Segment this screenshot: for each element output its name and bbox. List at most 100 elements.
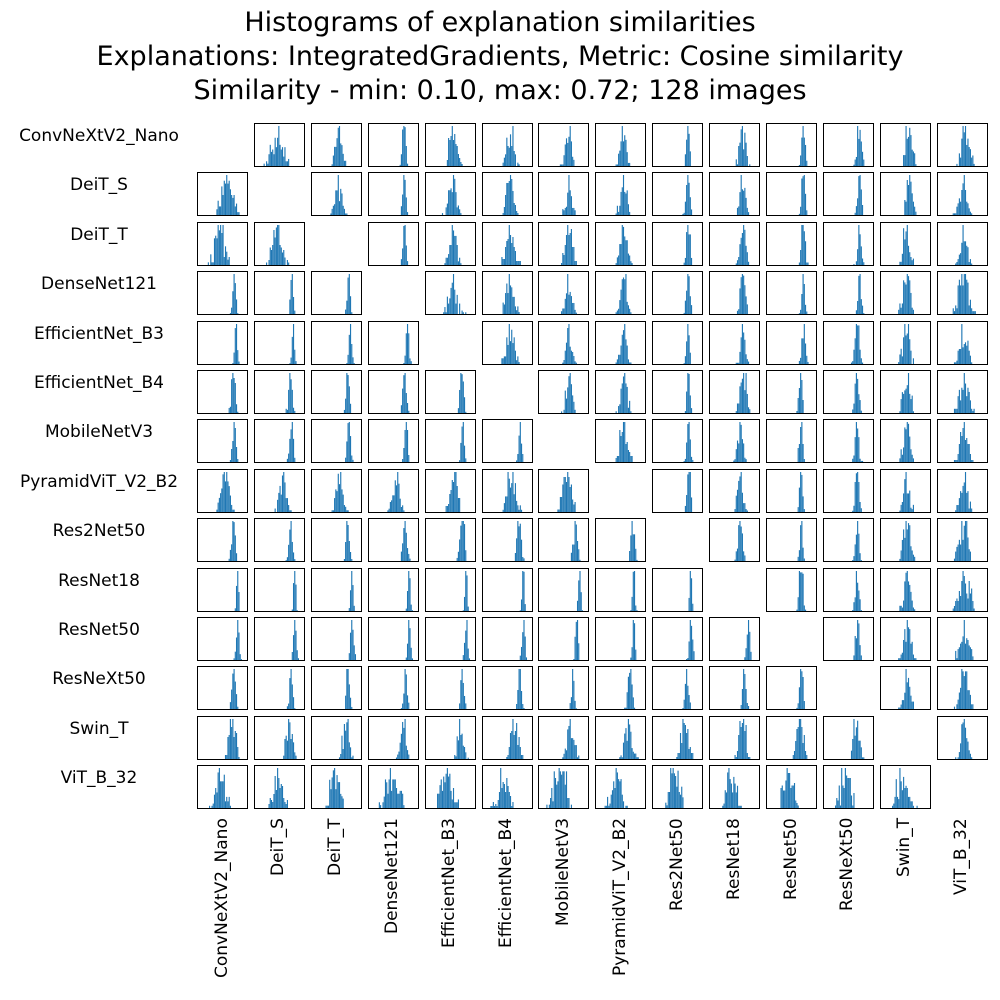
histogram-bar	[562, 771, 564, 809]
histogram-bar	[897, 361, 900, 364]
histogram-bars	[400, 224, 408, 265]
histogram-bar	[399, 498, 401, 512]
histogram-bars	[331, 471, 349, 512]
histogram-bar	[956, 598, 958, 611]
histogram-bar	[740, 175, 742, 216]
histogram-bar	[510, 329, 512, 364]
histogram-bar	[263, 163, 265, 166]
histogram-bar	[379, 805, 381, 809]
histogram-bar	[402, 225, 405, 265]
histogram-bar	[573, 739, 575, 759]
histogram-bar	[218, 206, 220, 216]
histogram-efficientnet-b3-vs-deit-s	[253, 320, 305, 365]
histogram-bar	[232, 373, 234, 413]
histogram-bar	[555, 778, 557, 809]
histogram-bar	[630, 657, 632, 660]
histogram-bar	[231, 307, 233, 315]
histogram-bar	[404, 669, 406, 710]
histogram-bar	[615, 362, 618, 364]
histogram-bar	[514, 730, 516, 759]
histogram-bar	[956, 504, 958, 512]
histogram-bar	[859, 400, 861, 413]
histogram-pyramidvit-v2-b2-vs-resnet18	[709, 468, 761, 513]
histogram-bar	[686, 494, 688, 512]
histogram-bar	[620, 779, 622, 809]
histogram-bar	[337, 473, 339, 512]
histogram-bar	[737, 403, 739, 413]
histogram-bar	[746, 251, 748, 265]
histogram-bar	[520, 646, 522, 660]
histogram-bar	[902, 336, 904, 364]
histogram-bar	[910, 350, 912, 364]
histogram-deit-s-vs-efficientnet-b4	[481, 172, 533, 217]
histogram-bar	[630, 669, 632, 710]
histogram-bars	[502, 274, 520, 315]
histogram-swin-t-vs-densenet121	[367, 715, 419, 760]
histogram-bars	[515, 669, 525, 710]
histogram-efficientnet-b4-vs-resnext50	[822, 370, 874, 414]
histogram-bar	[510, 179, 512, 216]
histogram-bar	[858, 394, 860, 413]
histogram-bars	[330, 175, 348, 216]
row-label-convnextv2-nano: ConvNeXtV2_Nano	[19, 126, 179, 146]
histogram-bar	[495, 806, 498, 809]
histogram-bar	[238, 756, 240, 759]
histogram-bar	[566, 207, 568, 216]
histogram-bar	[964, 471, 966, 512]
histogram-bar	[228, 408, 230, 413]
histogram-bar	[960, 669, 963, 710]
histogram-bar	[378, 802, 380, 809]
histogram-bars	[502, 175, 518, 216]
histogram-bar	[346, 521, 348, 562]
histogram-bar	[798, 550, 800, 562]
histogram-bar	[211, 262, 213, 265]
histogram-bar	[615, 262, 618, 265]
histogram-bar	[503, 258, 505, 265]
histogram-resnext50-vs-res2net50	[652, 666, 704, 711]
histogram-bar	[625, 240, 627, 265]
histogram-bar	[683, 213, 685, 216]
histogram-bar	[693, 651, 695, 660]
histogram-bar	[629, 212, 631, 216]
histogram-bar	[505, 240, 507, 265]
histogram-bar	[235, 637, 238, 660]
histogram-bar	[959, 743, 961, 759]
histogram-bar	[906, 224, 908, 265]
histogram-bar	[630, 260, 632, 265]
histogram-bar	[688, 234, 690, 265]
histogram-bar	[565, 144, 567, 166]
histogram-bar	[633, 751, 635, 759]
histogram-bar	[505, 336, 507, 364]
histogram-bar	[969, 695, 971, 710]
histogram-densenet121-vs-resnet18	[709, 271, 761, 316]
histogram-bar	[744, 458, 746, 463]
histogram-bar	[739, 720, 741, 759]
histogram-bar	[737, 440, 739, 463]
histogram-bars	[458, 669, 466, 710]
histogram-swin-t-vs-deit-s	[253, 715, 305, 760]
histogram-bar	[957, 454, 959, 463]
histogram-bar	[899, 658, 901, 660]
histogram-bars	[546, 768, 573, 809]
histogram-bar	[691, 257, 693, 265]
histogram-bar	[891, 805, 893, 809]
histogram-bar	[733, 777, 735, 809]
histogram-bar	[554, 771, 556, 809]
histogram-bar	[618, 308, 620, 315]
histogram-bar	[578, 580, 580, 611]
histogram-bars	[630, 570, 638, 611]
histogram-bars	[400, 669, 410, 710]
histogram-bar	[630, 411, 632, 413]
histogram-bar	[227, 259, 229, 265]
histogram-bar	[515, 500, 517, 512]
histogram-bar	[348, 742, 350, 759]
histogram-bar	[855, 156, 857, 166]
histogram-bar	[521, 557, 523, 562]
histogram-bar	[294, 570, 296, 611]
histogram-bar	[352, 755, 354, 759]
histogram-bar	[503, 157, 505, 166]
histogram-bar	[295, 755, 297, 759]
histogram-bar	[739, 805, 741, 809]
histogram-bar	[904, 788, 906, 809]
histogram-bar	[617, 164, 619, 166]
